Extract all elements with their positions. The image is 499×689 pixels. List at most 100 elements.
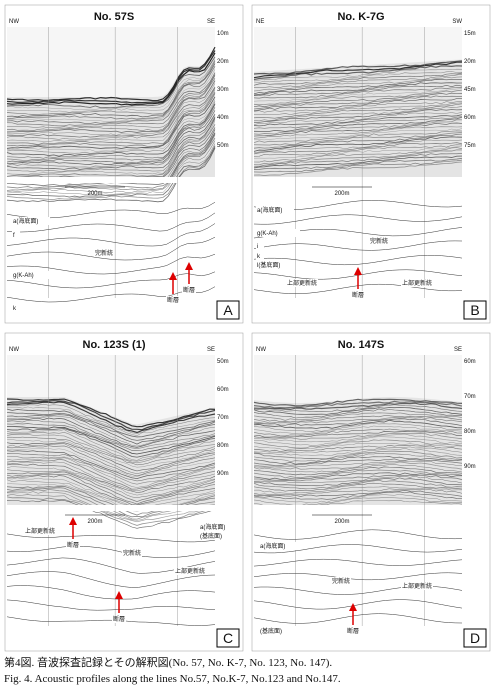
reflector: [253, 114, 463, 127]
interpretation-label: k: [13, 306, 17, 312]
panel-frame: [4, 4, 244, 324]
interpretation-line: [6, 599, 216, 611]
interpretation-label: 上部更新統: [402, 279, 432, 287]
caption-en: Fig. 4. Acoustic profiles along the line…: [4, 673, 341, 685]
interpretation-label: a(海底面): [257, 206, 282, 214]
interpretation-line: [6, 236, 216, 261]
reflector: [253, 488, 463, 495]
reflector: [253, 65, 463, 81]
reflector: [254, 474, 463, 482]
interpretation-line: [253, 255, 463, 266]
reflector: [6, 482, 216, 512]
label-bg: [259, 542, 297, 550]
reflector: [6, 457, 216, 488]
reflector: [253, 68, 463, 82]
interpretation-line: [253, 240, 463, 251]
reflector: [6, 448, 216, 477]
reflector: [253, 464, 463, 473]
reflector: [253, 490, 463, 497]
label-bg: [199, 523, 237, 531]
reflector: [6, 412, 216, 441]
reflector: [253, 423, 463, 433]
profile-title: No. K-7G: [337, 11, 384, 23]
interpretation-label: 完新統: [123, 549, 141, 557]
interpretation-label: 断層: [352, 291, 364, 299]
scale-label: 200m: [334, 519, 349, 525]
interpretation-label: g(K-Ah): [13, 273, 34, 279]
reflector: [253, 112, 463, 125]
interpretation-label: f: [13, 233, 15, 239]
interpretation-label: 完新統: [370, 237, 388, 245]
label-bg: [256, 242, 264, 250]
panel-frame: [251, 4, 491, 324]
interpretation-line: [6, 201, 216, 219]
profile-title: No. 123S (1): [83, 339, 146, 351]
caption-ja: 第4図. 音波探査記録とその解釈図(No. 57, No. K-7, No. 1…: [4, 655, 332, 669]
reflector: [253, 418, 463, 427]
water-column: [254, 27, 462, 72]
depth-label: 15m: [464, 31, 476, 37]
interpretation-line: [6, 271, 216, 289]
label-bg: [369, 237, 389, 245]
reflector: [253, 493, 463, 504]
reflector: [6, 69, 216, 122]
reflector: [253, 400, 463, 409]
depth-label: 70m: [217, 415, 229, 421]
panel-letter: C: [223, 630, 233, 646]
label-bg: [256, 206, 294, 214]
reflector: [253, 144, 463, 157]
direction-left: NW: [256, 347, 266, 353]
interpretation-label: 完新統: [95, 249, 113, 257]
interpretation-label: i: [257, 244, 258, 250]
reflector: [6, 471, 216, 502]
reflector: [7, 491, 216, 521]
reflector: [6, 445, 216, 477]
reflector: [253, 92, 463, 108]
reflector: [6, 408, 216, 438]
reflector: [253, 398, 463, 407]
interpretation-label: g(K-Ah): [257, 231, 278, 237]
interpretation-line: [6, 585, 216, 600]
depth-label: 90m: [464, 464, 476, 470]
reflector: [253, 155, 463, 169]
reflector: [6, 496, 216, 526]
reflector: [7, 461, 216, 492]
depth-label: 60m: [464, 115, 476, 121]
interpretation-label: k: [257, 254, 261, 260]
label-bg: [401, 279, 433, 287]
label-bg: [351, 291, 365, 299]
reflector: [6, 86, 216, 138]
reflector: [253, 126, 463, 139]
reflector: [6, 442, 216, 472]
reflector: [253, 425, 463, 435]
reflector: [253, 97, 463, 112]
reflector: [253, 109, 463, 123]
fault-arrowhead: [349, 603, 357, 611]
profile-title: No. 57S: [94, 11, 134, 23]
reflector: [6, 473, 216, 505]
reflector: [253, 479, 463, 490]
reflector: [6, 78, 216, 131]
depth-label: 90m: [217, 471, 229, 477]
label-bg: [94, 249, 114, 257]
interpretation-line: [6, 616, 216, 626]
reflector: [6, 500, 216, 529]
reflector: [6, 124, 216, 177]
reflector: [6, 91, 216, 145]
reflector: [253, 149, 463, 166]
reflector: [253, 497, 463, 506]
direction-right: SE: [454, 347, 462, 353]
letter-box: [463, 628, 487, 648]
reflector: [6, 431, 216, 462]
reflector: [253, 139, 463, 154]
interpretation-line: [6, 571, 216, 588]
reflector: [253, 88, 463, 102]
reflector: [6, 59, 216, 113]
depth-label: 20m: [217, 59, 229, 65]
direction-right: SW: [452, 19, 462, 25]
reflector: [6, 59, 216, 110]
water-column: [7, 355, 215, 425]
interpretation-line: [253, 529, 463, 540]
interpretation-line: [6, 212, 216, 233]
label-bg: [199, 532, 231, 540]
